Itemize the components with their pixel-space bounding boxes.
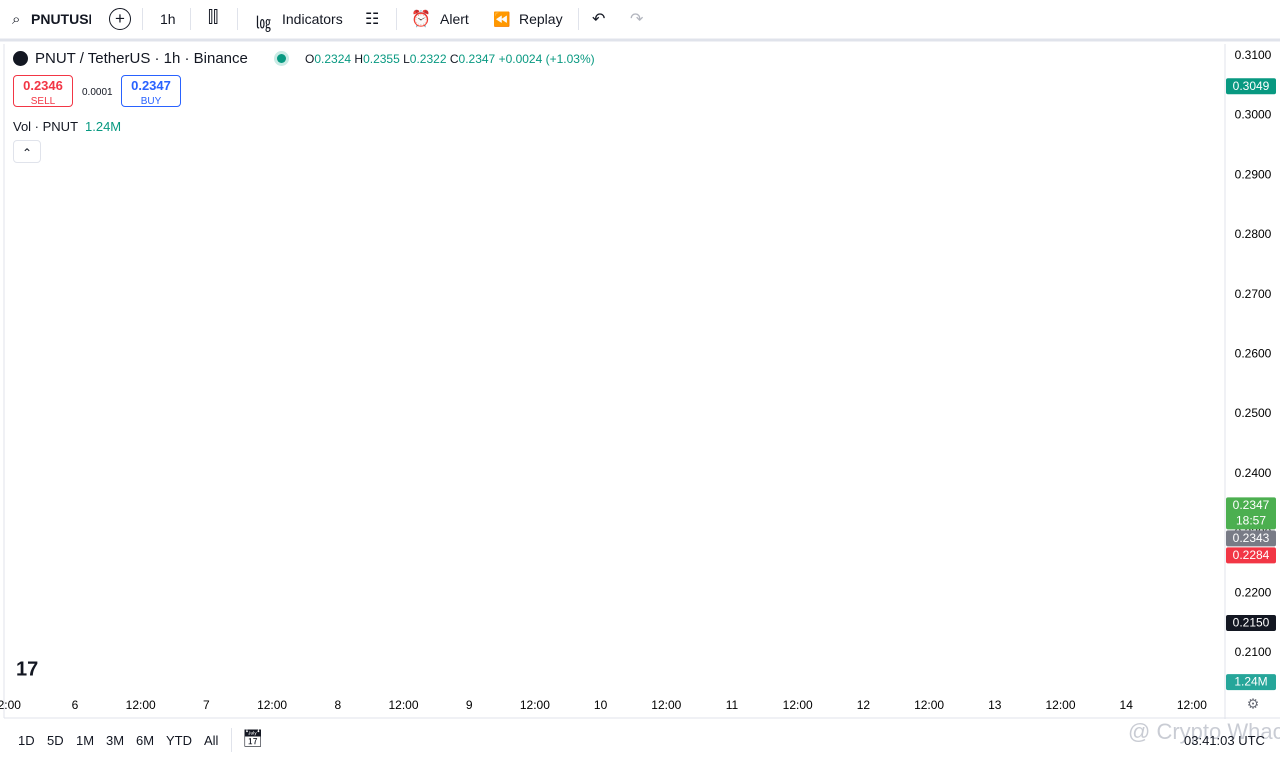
x-tick-label: 13 — [988, 698, 1002, 712]
range-button[interactable]: 5D — [47, 733, 64, 748]
range-button[interactable]: YTD — [166, 733, 192, 748]
indicators[interactable]: Indicators — [282, 11, 343, 27]
add-symbol[interactable]: + — [109, 8, 131, 30]
undo[interactable]: ↶ — [592, 11, 606, 28]
x-tick-label: 12:00 — [783, 698, 813, 712]
l-label: L — [403, 52, 410, 66]
layouts-icon[interactable]: ☷ — [365, 11, 380, 28]
price-tag — [1226, 530, 1276, 547]
range-button[interactable]: 6M — [136, 733, 155, 748]
y-tick-label: 0.2400 — [1235, 466, 1272, 480]
price-tag-label: 0.2347 — [1233, 498, 1270, 512]
alert[interactable]: Alert — [440, 11, 469, 27]
symbol-logo — [13, 51, 28, 66]
x-tick-label: 14 — [1120, 698, 1134, 712]
buy-label: BUY — [140, 96, 162, 107]
h-label: H — [354, 52, 364, 66]
c-label: C — [449, 52, 459, 66]
x-tick-label: 12:00 — [388, 698, 418, 712]
x-tick-label: 11 — [726, 698, 739, 712]
volume-tag — [1226, 674, 1276, 691]
y-tick-label: 0.2800 — [1235, 227, 1272, 241]
x-tick-label: 12:00 — [1045, 698, 1075, 712]
date-range-icon[interactable]: 📅︎ — [242, 729, 264, 748]
spread: 0.0001 — [82, 87, 113, 98]
o-label: O — [305, 52, 315, 66]
indicators-icon[interactable]: ㏒ — [255, 15, 272, 32]
range-button[interactable]: All — [204, 733, 219, 748]
volume-legend-value: 1.24M — [85, 119, 122, 134]
x-tick-label: 12:00 — [914, 698, 944, 712]
l-value: 0.2322 — [409, 52, 447, 66]
price-tag-label: 0.3049 — [1233, 79, 1270, 93]
x-tick-label: 12:00 — [651, 698, 681, 712]
sell-button[interactable]: 0.2346 SELL — [13, 75, 73, 107]
countdown: 18:57 — [1236, 514, 1266, 528]
alert-icon[interactable]: ⏰ — [411, 11, 431, 28]
symbol[interactable]: PNUTUSD — [31, 11, 91, 27]
price-tag — [1226, 78, 1276, 95]
o-value: 0.2324 — [314, 52, 352, 66]
y-tick-label: 0.3000 — [1235, 108, 1272, 122]
axes: 0.3100 0.3000 0.2900 0.2800 0.2700 0.2600 0.25… — [0, 48, 1276, 712]
market-status — [277, 54, 286, 63]
x-tick-label: 12:00 — [520, 698, 550, 712]
buy-price: 0.2347 — [131, 78, 171, 93]
replay-icon[interactable]: ⏪ — [493, 11, 511, 27]
tv-logo: 17 — [16, 658, 38, 680]
x-tick-label: 10 — [594, 698, 608, 712]
sell-price: 0.2346 — [23, 78, 63, 93]
ohlc-legend: O0.2324 H0.2355 L0.2322 C0.2347 +0.0024 … — [305, 52, 595, 66]
range-button[interactable]: 1D — [18, 733, 35, 748]
legend-title: PNUT / TetherUS · 1h · Binance — [35, 50, 248, 67]
search-icon[interactable]: ⌕ — [12, 11, 21, 28]
change: +0.0024 (+1.03%) — [498, 52, 595, 66]
c-value: 0.2347 — [458, 52, 496, 66]
settings-icon[interactable]: ⚙ — [1247, 696, 1260, 712]
h-value: 0.2355 — [363, 52, 400, 66]
x-tick-label: 12:00 — [1177, 698, 1207, 712]
redo[interactable]: ↷ — [630, 11, 644, 28]
price-tag — [1226, 615, 1276, 632]
volume-legend-name: Vol · PNUT — [13, 119, 79, 134]
price-tag-label: 0.2343 — [1233, 531, 1270, 545]
y-tick-label: 0.2100 — [1235, 645, 1272, 659]
x-tick-label: 8 — [334, 698, 341, 712]
price-tag-label: 0.2284 — [1233, 548, 1270, 562]
y-tick-label: 0.2200 — [1235, 585, 1272, 599]
x-tick-label: 6 — [72, 698, 79, 712]
x-tick-label: 7 — [203, 698, 210, 712]
price-tag — [1226, 497, 1276, 530]
x-tick-label: 12:00 — [126, 698, 156, 712]
x-tick-label: 12:00 — [257, 698, 287, 712]
interval[interactable]: 1h — [160, 11, 176, 27]
x-tick-label: 9 — [466, 698, 473, 712]
y-tick-label: 0.2600 — [1235, 347, 1272, 361]
watermark: @ Crypto Whachtower — [1128, 719, 1280, 744]
price-tag — [1226, 547, 1276, 564]
y-tick-label: 0.3100 — [1235, 48, 1272, 62]
range-button[interactable]: 3M — [106, 733, 125, 748]
collapse-button[interactable]: ⌃ — [13, 140, 41, 163]
replay[interactable]: Replay — [519, 11, 563, 27]
x-tick-label: 12 — [857, 698, 871, 712]
sell-label: SELL — [30, 96, 56, 107]
separator — [231, 728, 232, 752]
price-tag-label: 0.2150 — [1233, 616, 1270, 630]
volume-tag-label: 1.24M — [1234, 675, 1267, 689]
y-tick-label: 0.2900 — [1235, 167, 1272, 181]
buy-button[interactable]: 0.2347 BUY — [121, 75, 181, 107]
chart-type[interactable]: ⫿⫿ — [208, 9, 219, 26]
y-tick-label: 0.2500 — [1235, 406, 1272, 420]
range-button[interactable]: 1M — [76, 733, 95, 748]
clock: 03:41:03 UTC — [1184, 733, 1265, 748]
y-tick-label: 0.2700 — [1235, 287, 1272, 301]
x-tick-label: 2:00 — [0, 698, 21, 712]
